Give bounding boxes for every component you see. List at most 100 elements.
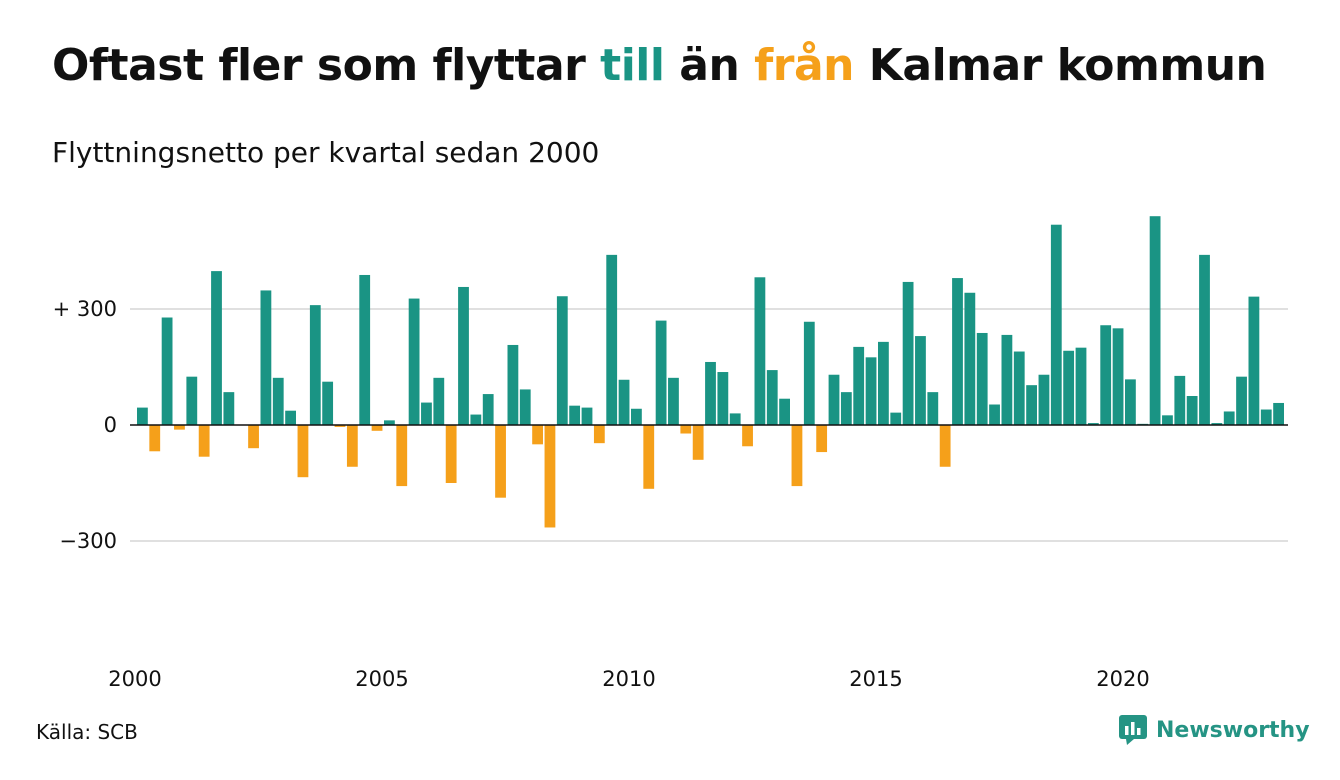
bar-2005-q1 bbox=[384, 420, 395, 425]
bar-2003-q2 bbox=[297, 425, 309, 478]
bar-2002-q3 bbox=[260, 290, 272, 425]
y-tick-label: 0 bbox=[104, 413, 117, 437]
bar-2021-q1 bbox=[1174, 375, 1186, 425]
title-part-2: än bbox=[664, 40, 755, 91]
bar-2022-q3 bbox=[1248, 296, 1260, 425]
bar-2019-q4 bbox=[1112, 328, 1124, 425]
bar-chart-speech-bubble-icon bbox=[1119, 715, 1147, 745]
bar-2021-q3 bbox=[1199, 254, 1210, 425]
bar-2022-q2 bbox=[1236, 376, 1247, 425]
x-tick-label: 2000 bbox=[108, 667, 161, 691]
bar-2016-q1 bbox=[927, 392, 939, 425]
bar-2010-q2 bbox=[643, 425, 655, 489]
bar-2009-q3 bbox=[606, 254, 618, 425]
bar-2013-q2 bbox=[791, 425, 803, 487]
bar-2006-q3 bbox=[458, 286, 469, 425]
bar-2000-q1 bbox=[137, 407, 148, 425]
bar-2003-q4 bbox=[322, 381, 334, 425]
bar-2022-q4 bbox=[1260, 409, 1272, 425]
brand-name: Newsworthy bbox=[1156, 717, 1310, 743]
bar-2009-q2 bbox=[593, 425, 605, 444]
bar-2014-q4 bbox=[865, 357, 877, 425]
bar-2001-q4 bbox=[223, 392, 235, 425]
bar-2007-q4 bbox=[519, 389, 531, 425]
bar-2016-q3 bbox=[952, 278, 963, 425]
bar-2011-q4 bbox=[717, 372, 729, 425]
title-part-1: Oftast fler som flyttar bbox=[52, 40, 601, 91]
newsworthy-logo[interactable]: Newsworthy bbox=[1118, 714, 1310, 746]
bar-2015-q4 bbox=[915, 336, 926, 425]
title-till-highlight: till bbox=[600, 40, 665, 91]
bar-2005-q4 bbox=[421, 402, 432, 425]
bar-2005-q2 bbox=[396, 425, 408, 487]
x-tick-label: 2015 bbox=[849, 667, 902, 691]
x-axis-labels: 2000 2005 2010 2015 2020 bbox=[108, 667, 1149, 691]
bar-2007-q2 bbox=[495, 425, 506, 498]
bar-2003-q3 bbox=[309, 305, 321, 425]
bar-2007-q1 bbox=[482, 394, 494, 425]
bar-2006-q2 bbox=[445, 425, 457, 483]
bar-2014-q2 bbox=[840, 392, 852, 425]
bar-2005-q3 bbox=[408, 298, 420, 425]
bar-2018-q4 bbox=[1063, 350, 1075, 425]
bars bbox=[137, 216, 1284, 528]
bar-2001-q1 bbox=[186, 376, 198, 425]
bar-2002-q4 bbox=[272, 377, 284, 425]
bar-2009-q4 bbox=[618, 379, 630, 425]
bar-2014-q1 bbox=[828, 374, 840, 425]
bar-2020-q3 bbox=[1149, 216, 1161, 425]
bar-2011-q2 bbox=[692, 425, 704, 460]
bar-2009-q1 bbox=[581, 407, 593, 425]
bar-2017-q3 bbox=[1001, 334, 1013, 425]
source-note: Källa: SCB bbox=[36, 720, 138, 744]
bar-2020-q1 bbox=[1125, 379, 1136, 425]
bar-2004-q1 bbox=[334, 425, 346, 427]
bar-2013-q4 bbox=[816, 425, 828, 453]
bar-2001-q2 bbox=[198, 425, 210, 457]
bar-2000-q3 bbox=[161, 317, 173, 425]
bar-2012-q2 bbox=[742, 425, 753, 447]
title-fran-highlight: från bbox=[754, 40, 854, 91]
bar-2010-q3 bbox=[655, 320, 667, 425]
bar-2004-q3 bbox=[359, 274, 371, 425]
bar-2021-q2 bbox=[1186, 396, 1198, 425]
bar-2010-q1 bbox=[631, 408, 642, 425]
bar-2013-q1 bbox=[779, 398, 790, 425]
bar-2008-q1 bbox=[532, 425, 543, 445]
gridlines bbox=[130, 308, 1288, 542]
bar-2008-q3 bbox=[556, 296, 568, 425]
bar-2010-q4 bbox=[668, 377, 679, 425]
bar-2016-q2 bbox=[939, 425, 951, 467]
bar-2018-q3 bbox=[1050, 224, 1062, 425]
bar-2023-q1 bbox=[1273, 402, 1284, 425]
x-tick-label: 2020 bbox=[1096, 667, 1149, 691]
y-tick-label: −300 bbox=[59, 529, 117, 553]
bar-2018-q1 bbox=[1026, 385, 1037, 425]
bar-2012-q4 bbox=[766, 370, 778, 425]
chart-subtitle: Flyttningsnetto per kvartal sedan 2000 bbox=[52, 136, 600, 169]
y-axis-labels: + 300 0 −300 bbox=[53, 297, 117, 553]
bar-2011-q3 bbox=[705, 361, 716, 425]
bar-2015-q2 bbox=[890, 412, 902, 425]
bar-2012-q3 bbox=[754, 277, 766, 425]
bar-2019-q3 bbox=[1100, 325, 1112, 425]
bar-2000-q4 bbox=[174, 425, 185, 430]
bar-2006-q4 bbox=[470, 414, 482, 425]
bar-2018-q2 bbox=[1038, 374, 1050, 425]
bar-2003-q1 bbox=[285, 410, 296, 425]
bar-2021-q4 bbox=[1211, 423, 1223, 425]
bar-2004-q4 bbox=[371, 425, 383, 431]
bar-2022-q1 bbox=[1223, 411, 1235, 425]
bar-2012-q1 bbox=[729, 413, 741, 425]
chart-title: Oftast fler som flyttar till än från Kal… bbox=[52, 40, 1267, 91]
x-tick-label: 2010 bbox=[602, 667, 655, 691]
bar-2019-q1 bbox=[1075, 347, 1087, 425]
bar-2017-q2 bbox=[989, 404, 1000, 425]
bar-2017-q1 bbox=[976, 332, 988, 425]
bar-2006-q1 bbox=[433, 377, 445, 425]
bar-2013-q3 bbox=[803, 321, 815, 425]
chart-plot: + 300 0 −300 2000 2005 2010 2015 2020 bbox=[53, 216, 1288, 691]
bar-2020-q4 bbox=[1162, 415, 1173, 425]
bar-2014-q3 bbox=[853, 346, 865, 425]
bar-2015-q1 bbox=[878, 341, 889, 425]
